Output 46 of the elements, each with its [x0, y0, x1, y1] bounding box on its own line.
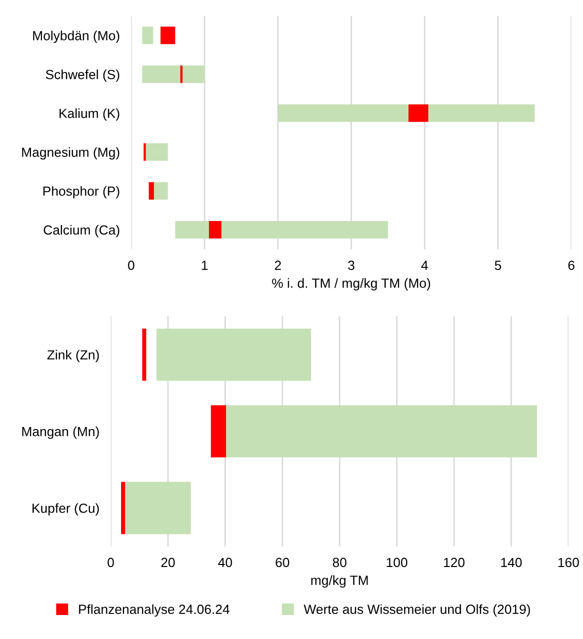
bar	[210, 405, 226, 458]
y-tick-label: Schwefel (S)	[46, 70, 120, 82]
x-tick-label: 40	[218, 558, 232, 568]
y-tick-label: Phosphor (P)	[43, 186, 120, 198]
bar	[142, 66, 205, 84]
x-tick-label: 160	[558, 558, 579, 568]
x-tick-label: 2	[274, 260, 281, 270]
y-tick-label: Kalium (K)	[60, 108, 120, 121]
x-tick-label: 3	[348, 260, 354, 270]
x-tick-label: 0	[128, 260, 134, 270]
x-tick-label: 120	[444, 558, 465, 568]
bar	[146, 143, 168, 161]
bar	[175, 221, 388, 239]
x-tick-label: 80	[332, 558, 346, 568]
bar	[208, 221, 222, 239]
bar	[142, 26, 154, 44]
y-tick-label: Calcium (Ca)	[44, 224, 120, 238]
y-tick-label: Kupfer (Cu)	[32, 503, 99, 516]
legend-label: Pflanzenanalyse 24.06.24	[79, 604, 230, 617]
x-tick-label: 4	[421, 260, 428, 270]
y-tick-label: Zink (Zn)	[47, 350, 99, 362]
bar	[225, 405, 537, 458]
x-tick-label: 60	[276, 558, 290, 568]
bar	[180, 66, 183, 84]
bar	[278, 104, 535, 122]
bar	[160, 26, 176, 44]
x-tick-label: 5	[494, 260, 502, 270]
bar	[408, 104, 428, 122]
x-tick-label: 0	[108, 558, 114, 568]
x-tick-label: 1	[202, 260, 208, 270]
y-tick-label: Mangan (Mn)	[22, 426, 99, 439]
x-axis-title: % i. d. TM / mg/kg TM (Mo)	[272, 278, 430, 290]
x-tick-label: 100	[386, 558, 408, 568]
x-axis-title: mg/kg TM	[311, 575, 368, 588]
x-tick-label: 20	[161, 558, 175, 568]
bar	[156, 328, 311, 381]
bar	[153, 182, 168, 200]
bar	[148, 182, 154, 200]
y-tick-label: Magnesium (Mg)	[22, 147, 120, 160]
bar	[121, 482, 126, 534]
bar	[125, 482, 191, 534]
bar	[142, 328, 146, 381]
x-tick-label: 140	[501, 558, 522, 568]
legend-label: Werte aus Wissemeier und Olfs (2019)	[304, 604, 530, 617]
x-tick-label: 6	[568, 260, 574, 270]
y-tick-label: Molybdän (Mo)	[33, 30, 120, 43]
